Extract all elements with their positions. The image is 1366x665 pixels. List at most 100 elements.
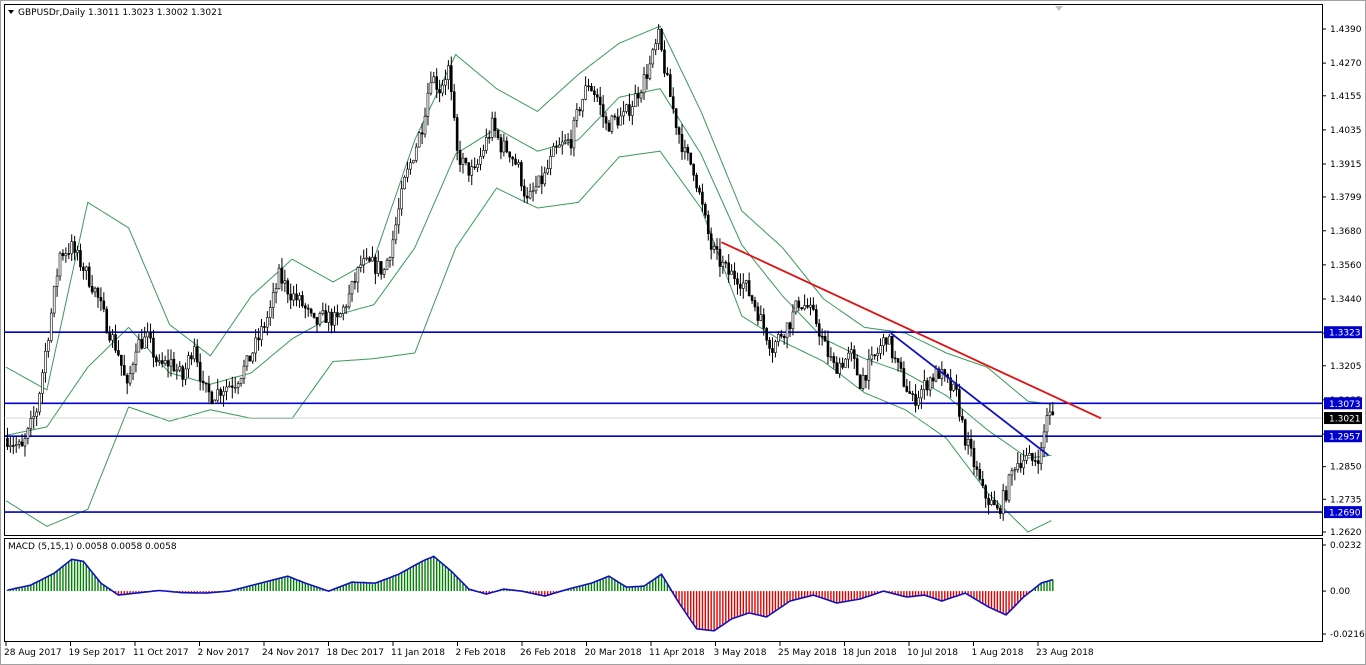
bollinger-mid [5, 88, 1052, 459]
scroll-shift-icon[interactable] [1055, 6, 1063, 11]
candle-body [321, 310, 325, 314]
candle [797, 296, 801, 312]
candle-body [222, 391, 225, 396]
candle [631, 100, 634, 125]
candle [35, 408, 38, 426]
candle-body [169, 358, 173, 367]
current-price-tag-bg [1324, 412, 1362, 425]
time-tick-label: 28 Aug 2017 [4, 648, 62, 658]
candle [131, 361, 135, 381]
candle-body [689, 152, 693, 165]
candle [914, 384, 917, 413]
candle-body [750, 295, 754, 301]
candle-body [409, 162, 412, 170]
trendline-blue [890, 332, 1049, 456]
candle [137, 333, 141, 353]
candle-body [598, 96, 602, 105]
candle-body [286, 280, 290, 295]
candle [552, 142, 555, 157]
candle [166, 349, 170, 378]
candle-body [175, 369, 179, 372]
candle-body [508, 151, 512, 158]
candle [984, 484, 987, 508]
candle [972, 440, 976, 476]
candle-body [628, 104, 631, 116]
candle-body [487, 137, 491, 139]
candle-body [479, 155, 482, 165]
candle [149, 323, 152, 343]
candle [190, 352, 193, 366]
candle-body [560, 141, 564, 146]
candle [248, 355, 252, 362]
candle [917, 390, 920, 410]
dropdown-triangle-icon[interactable] [8, 10, 14, 14]
candle-body [990, 499, 993, 505]
candle-body [677, 127, 681, 135]
candle [890, 335, 894, 363]
candle [172, 351, 176, 373]
candle-body [353, 281, 357, 283]
time-tick-label: 25 May 2018 [778, 648, 837, 658]
candle-body [473, 166, 476, 169]
price-tick-label: 1.2735 [1330, 495, 1362, 505]
candle [111, 329, 114, 348]
candle [350, 280, 354, 302]
time-tick-label: 2 Nov 2017 [198, 648, 250, 658]
candle [1016, 452, 1020, 473]
candle-body [660, 28, 663, 51]
candle-body [882, 337, 885, 346]
candle-body [1036, 460, 1040, 464]
candle-body [327, 311, 330, 323]
candle [791, 304, 795, 336]
candle-body [730, 270, 733, 275]
candle [633, 84, 637, 107]
candle [1022, 449, 1025, 475]
candle [41, 369, 44, 405]
candle-body [350, 281, 354, 295]
candle-body [639, 92, 643, 99]
candle [315, 317, 319, 333]
candle [689, 152, 693, 166]
candle-body [622, 111, 625, 117]
candle [391, 230, 395, 266]
candle [236, 381, 240, 395]
candle-body [794, 300, 798, 313]
candle [546, 159, 549, 176]
candle-body [800, 307, 804, 310]
candle [701, 183, 704, 213]
candle [406, 161, 409, 183]
candle [975, 460, 979, 477]
candle [306, 304, 310, 317]
candle [715, 238, 719, 260]
candle-body [844, 358, 847, 368]
candle-body [482, 150, 485, 157]
candle-body [64, 253, 68, 257]
candle-body [178, 366, 182, 371]
candle [1001, 483, 1005, 521]
candle-body [715, 246, 719, 250]
level-price-tag: 1.3073 [1329, 400, 1361, 410]
candle-body [20, 441, 24, 447]
candle-body [190, 355, 193, 360]
candle [759, 305, 763, 322]
candle-body [788, 322, 792, 330]
candle-body [309, 308, 313, 314]
candle [625, 103, 628, 114]
candle [593, 85, 596, 102]
candle [931, 373, 935, 389]
candle-body [324, 310, 328, 323]
candle [499, 133, 503, 160]
candle [525, 187, 529, 204]
candle-body [388, 257, 392, 261]
candle-body [552, 146, 555, 157]
candle [540, 166, 544, 195]
candle-body [12, 445, 15, 447]
candle-body [555, 146, 558, 148]
candle-body [925, 380, 929, 391]
candle-body [1016, 463, 1020, 470]
candle [622, 101, 625, 125]
candle [563, 134, 567, 145]
candle-body [58, 252, 62, 277]
price-tick-label: 1.4155 [1330, 92, 1362, 102]
candle [482, 144, 485, 160]
